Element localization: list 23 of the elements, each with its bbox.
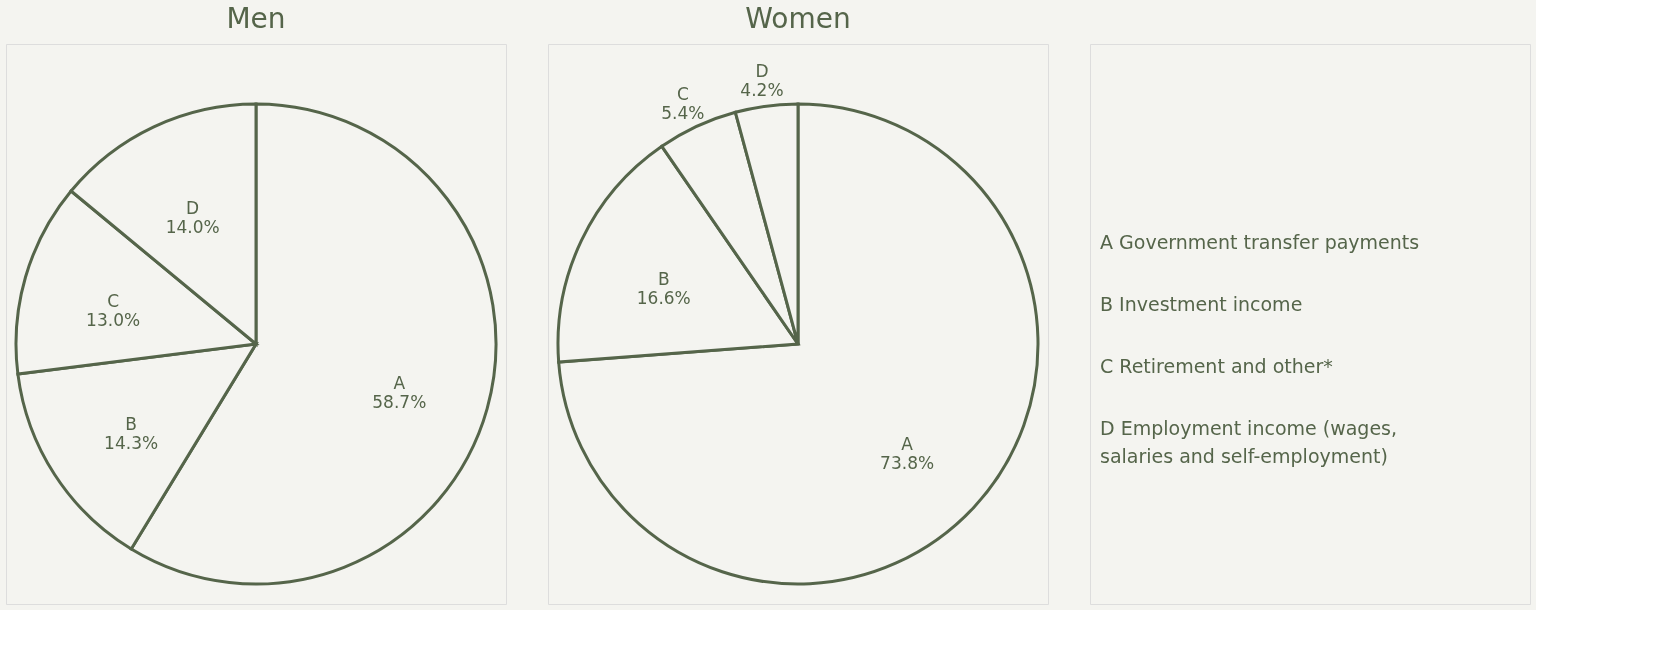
data-label: 14.3% [104, 432, 159, 453]
slice-label: C [676, 84, 689, 105]
slice-label: B [125, 413, 137, 434]
slice-label: A [901, 434, 914, 455]
data-label: 73.8% [880, 453, 935, 474]
data-label: 13.0% [86, 310, 141, 331]
text: C Retirement and other* [1100, 355, 1333, 377]
text: A Government transfer payments [1100, 231, 1420, 253]
data-label: 16.6% [636, 287, 691, 308]
slice-label: D [186, 198, 200, 219]
slice-label: A [393, 373, 406, 394]
text: B Investment income [1100, 293, 1303, 315]
pie-slice [557, 102, 1040, 586]
data-label: 4.2% [740, 80, 784, 101]
chart-title: Men [226, 2, 286, 35]
slice-label: C [107, 291, 120, 312]
text: D Employment income (wages, salaries and self-employment) [1100, 417, 1398, 467]
slice-label: D [755, 61, 769, 82]
data-label: 5.4% [661, 103, 705, 124]
data-label: 58.7% [372, 392, 427, 413]
chart-title: Women [745, 2, 851, 35]
data-label: 14.0% [165, 217, 220, 238]
slice-label: B [657, 268, 670, 289]
